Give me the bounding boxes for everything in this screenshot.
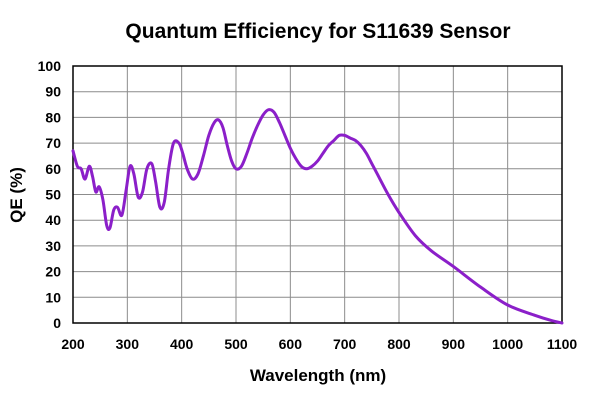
x-tick-labels: 200 300 400 500 600 700 800 900 1000 1100 bbox=[61, 336, 577, 352]
grid bbox=[73, 66, 562, 323]
x-tick-label: 300 bbox=[116, 336, 140, 352]
y-axis-label: QE (%) bbox=[7, 167, 26, 223]
x-tick-label: 600 bbox=[279, 336, 303, 352]
y-tick-label: 20 bbox=[45, 264, 61, 280]
y-tick-label: 50 bbox=[45, 187, 61, 203]
y-tick-label: 0 bbox=[53, 315, 61, 331]
x-tick-label: 400 bbox=[170, 336, 194, 352]
x-tick-label: 1100 bbox=[547, 336, 578, 352]
x-tick-label: 1000 bbox=[492, 336, 523, 352]
y-tick-label: 100 bbox=[38, 58, 62, 74]
plot-frame bbox=[72, 65, 563, 324]
x-tick-label: 700 bbox=[333, 336, 357, 352]
qe-curve bbox=[71, 108, 564, 325]
x-tick-label: 800 bbox=[387, 336, 411, 352]
x-axis-label: Wavelength (nm) bbox=[250, 366, 386, 385]
y-tick-label: 40 bbox=[45, 212, 61, 228]
y-tick-label: 60 bbox=[45, 161, 61, 177]
y-tick-labels: 0 10 20 30 40 50 60 70 80 90 100 bbox=[38, 58, 62, 331]
y-tick-label: 10 bbox=[45, 289, 61, 305]
y-tick-label: 80 bbox=[45, 109, 61, 125]
x-tick-label: 900 bbox=[442, 336, 466, 352]
y-tick-label: 90 bbox=[45, 84, 61, 100]
chart-title: Quantum Efficiency for S11639 Sensor bbox=[125, 20, 510, 43]
y-tick-label: 30 bbox=[45, 238, 61, 254]
x-tick-label: 200 bbox=[61, 336, 85, 352]
x-tick-label: 500 bbox=[224, 336, 248, 352]
y-tick-label: 70 bbox=[45, 135, 61, 151]
